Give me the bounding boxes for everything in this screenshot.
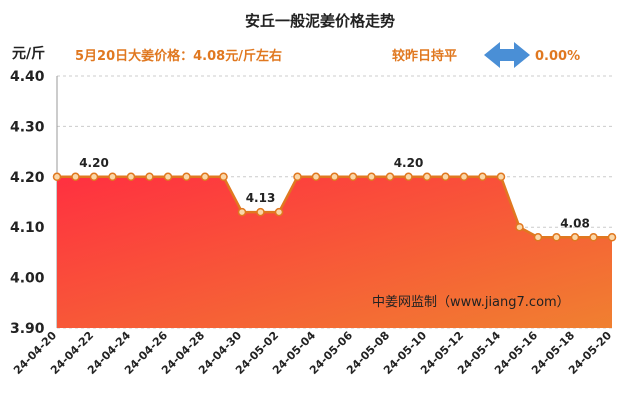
double-arrow-icon [484, 42, 530, 68]
data-labels: 4.20 4.13 4.20 4.08 [79, 156, 590, 230]
data-point [200, 172, 210, 182]
data-point [478, 172, 487, 182]
chart-title: 安丘一般泥姜价格走势 [245, 12, 395, 30]
data-point [570, 233, 580, 242]
data-point [274, 207, 284, 217]
data-point [330, 172, 339, 182]
data-point [533, 233, 543, 242]
y-tick-label: 3.90 [10, 321, 45, 337]
data-label: 4.20 [79, 156, 109, 170]
data-label: 4.08 [560, 216, 590, 230]
data-point [348, 172, 358, 182]
data-point [422, 172, 432, 182]
y-tick-label: 4.40 [10, 69, 45, 85]
data-point [552, 233, 561, 242]
y-tick-label: 4.00 [10, 271, 45, 287]
data-point [219, 172, 228, 182]
y-axis: 4.40 4.30 4.20 4.10 4.00 3.90 [10, 69, 58, 337]
data-label: 4.13 [246, 191, 276, 205]
y-tick-label: 4.20 [10, 170, 45, 186]
watermark: 中姜网监制（www.jiang7.com） [372, 295, 570, 310]
data-point [256, 207, 265, 217]
data-point [367, 172, 376, 182]
data-point [145, 172, 154, 182]
data-point [182, 172, 191, 182]
data-points [52, 172, 617, 242]
data-point [126, 172, 136, 182]
data-point [589, 233, 598, 242]
area-fill [57, 176, 612, 328]
y-tick-label: 4.10 [10, 220, 45, 236]
price-info: 5月20日大姜价格：4.08元/斤左右 [75, 48, 282, 64]
change-value: 0.00% [535, 49, 580, 64]
data-point [52, 172, 62, 182]
data-point [108, 172, 117, 182]
data-point [459, 172, 469, 182]
data-point [404, 172, 413, 182]
data-point [311, 172, 321, 182]
data-point [441, 172, 450, 182]
change-label: 较昨日持平 [392, 48, 457, 64]
data-label: 4.20 [394, 156, 424, 170]
data-point [385, 172, 395, 182]
data-point [496, 172, 506, 182]
y-axis-unit: 元/斤 [12, 45, 45, 62]
data-point [515, 222, 524, 232]
data-point [607, 233, 617, 242]
y-tick-label: 4.30 [10, 119, 45, 135]
x-axis: 24-04-2024-04-2224-04-2424-04-2624-04-28… [11, 329, 614, 377]
data-point [89, 172, 99, 182]
data-point [237, 207, 247, 217]
data-point [71, 172, 80, 182]
data-point [293, 172, 302, 182]
data-point [163, 172, 173, 182]
